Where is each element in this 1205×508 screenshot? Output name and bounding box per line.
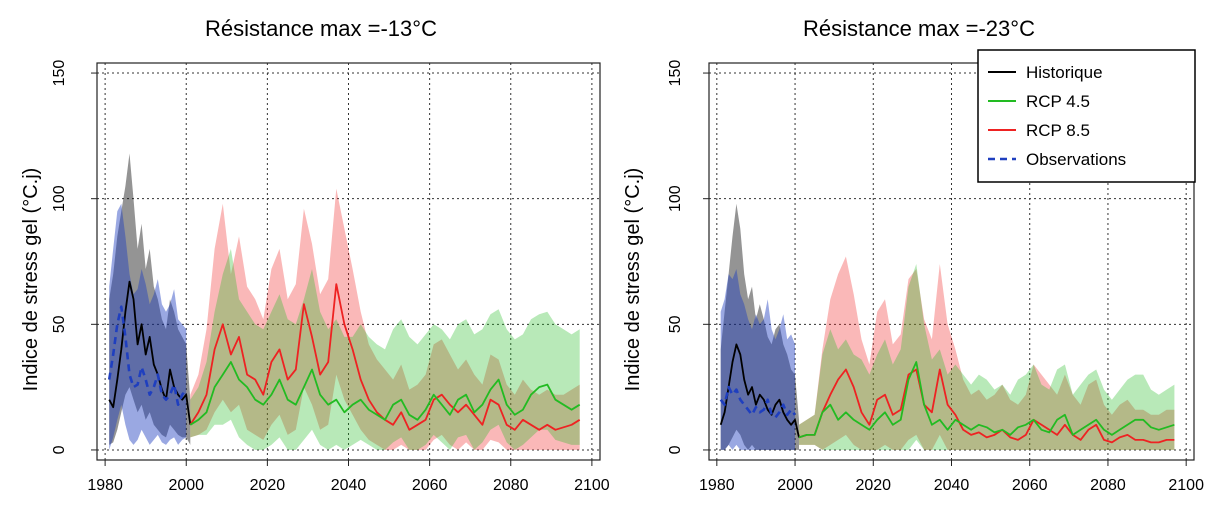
x-tick-label-2080: 2080 — [1090, 477, 1126, 494]
legend: Historique RCP 4.5 RCP 8.5 Observations — [977, 49, 1196, 183]
band-historique — [720, 203, 799, 450]
band-rcp45 — [799, 264, 1175, 450]
chart-title: Résistance max =-13°C — [205, 16, 437, 41]
chart-panel-right: 1980 2000 2020 2040 2060 2080 2100 0 50 100 150 Rés… — [622, 16, 1204, 494]
x-tick-label-2060: 2060 — [1012, 477, 1048, 494]
series-line-rcp45 — [189, 361, 581, 426]
plot-area — [719, 203, 1175, 450]
band-rcp85 — [190, 188, 580, 450]
y-tick-label-50: 50 — [667, 315, 684, 333]
y-axis-label: Indice de stress gel (°C.j) — [20, 168, 42, 392]
x-tick-label-2080: 2080 — [493, 477, 529, 494]
x-tick-label-2000: 2000 — [168, 477, 204, 494]
legend-label-rcp85: RCP 8.5 — [1026, 121, 1090, 140]
y-tick-label-150: 150 — [667, 60, 684, 87]
legend-label-rcp45: RCP 4.5 — [1026, 92, 1090, 111]
y-tick-label-100: 100 — [667, 185, 684, 212]
band-rcp85 — [799, 256, 1175, 450]
y-tick-label-100: 100 — [51, 185, 68, 212]
series-line-observations — [719, 385, 797, 419]
x-tick-label-2020: 2020 — [250, 477, 286, 494]
band-observations — [720, 269, 795, 450]
plot-area — [107, 153, 581, 450]
x-tick-label-2040: 2040 — [331, 477, 367, 494]
chart-panel-left: 1980 2000 2020 2040 2060 2080 2100 0 50 100 150 Rés… — [20, 16, 610, 494]
x-tick-label-2100: 2100 — [574, 477, 610, 494]
legend-label-observations: Observations — [1026, 150, 1126, 169]
x-tick-label-1980: 1980 — [699, 477, 735, 494]
x-tick-label-2000: 2000 — [777, 477, 813, 494]
y-tick-label-150: 150 — [51, 60, 68, 87]
y-tick-label-0: 0 — [51, 445, 68, 454]
x-tick-label-2040: 2040 — [934, 477, 970, 494]
y-tick-label-0: 0 — [667, 445, 684, 454]
x-tick-label-2060: 2060 — [412, 477, 448, 494]
chart-title: Résistance max =-23°C — [803, 16, 1035, 41]
series-line-historique — [719, 343, 800, 438]
series-line-rcp45 — [798, 361, 1175, 439]
legend-label-historique: Historique — [1026, 63, 1103, 82]
x-tick-label-2100: 2100 — [1168, 477, 1204, 494]
y-tick-label-50: 50 — [51, 315, 68, 333]
series-line-rcp85 — [798, 368, 1175, 444]
x-tick-label-1980: 1980 — [87, 477, 123, 494]
y-axis-label: Indice de stress gel (°C.j) — [622, 168, 644, 392]
x-tick-label-2020: 2020 — [855, 477, 891, 494]
